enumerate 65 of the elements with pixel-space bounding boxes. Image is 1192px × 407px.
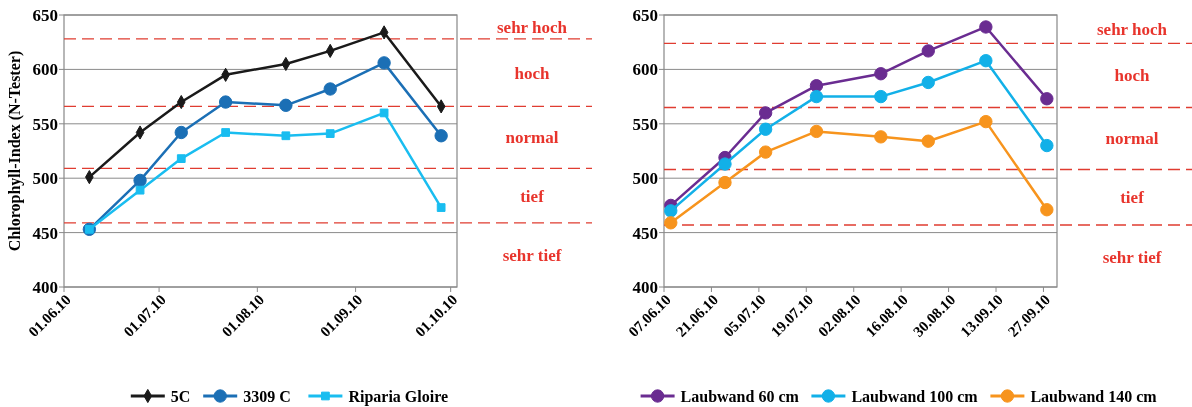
- y-tick-label: 450: [632, 223, 658, 243]
- legend-label: Riparia Gloire: [348, 387, 449, 406]
- point: [174, 125, 188, 140]
- point: [921, 75, 935, 90]
- point: [874, 67, 888, 81]
- y-tick-label: 550: [632, 114, 658, 134]
- text: hoch: [514, 63, 551, 83]
- point: [718, 157, 732, 171]
- point: [664, 216, 678, 230]
- point: [874, 89, 888, 104]
- point: [434, 129, 448, 143]
- y-tick-label: 450: [32, 223, 58, 243]
- text: normal: [505, 128, 559, 148]
- y-tick-label: 650: [632, 5, 658, 25]
- point: [281, 131, 291, 141]
- point: [1040, 92, 1054, 106]
- point: [921, 44, 935, 58]
- y-tick-label: 500: [632, 169, 658, 189]
- text: sehr hoch: [1096, 20, 1168, 40]
- point: [874, 130, 888, 144]
- point: [664, 204, 678, 218]
- point: [221, 128, 231, 137]
- point: [323, 82, 337, 96]
- y-tick-label: 600: [632, 60, 658, 80]
- legend-label: 3309 C: [243, 387, 291, 405]
- point: [133, 173, 147, 188]
- point: [758, 145, 773, 159]
- point: [176, 154, 186, 163]
- point: [325, 129, 335, 138]
- point: [979, 114, 993, 129]
- point: [377, 56, 391, 70]
- point: [921, 134, 935, 148]
- y-tick-label: 500: [32, 169, 58, 189]
- point: [1040, 138, 1054, 153]
- point: [809, 89, 824, 104]
- text: hoch: [1114, 66, 1151, 86]
- legend-label: Laubwand 100 cm: [851, 387, 979, 405]
- point: [758, 106, 773, 120]
- legend-label: 5C: [170, 387, 191, 405]
- y-axis-title: Chlorophyll-Index (N-Tester): [6, 50, 24, 252]
- point: [436, 203, 446, 212]
- y-tick-label: 400: [632, 277, 658, 297]
- text: sehr tief: [502, 245, 562, 265]
- point: [758, 122, 773, 136]
- point: [809, 79, 824, 93]
- legend-label: Laubwand 60 cm: [680, 387, 800, 405]
- point: [218, 95, 233, 109]
- point: [979, 54, 993, 68]
- text: tief: [520, 186, 545, 206]
- point: [379, 108, 389, 118]
- y-tick-label: 600: [32, 60, 58, 80]
- point: [1040, 203, 1054, 217]
- text: tief: [1120, 188, 1145, 208]
- legend-label: Laubwand 140 cm: [1030, 387, 1158, 405]
- point: [809, 124, 824, 139]
- point: [979, 20, 993, 34]
- point: [279, 98, 293, 112]
- y-tick-label: 550: [32, 114, 58, 134]
- text: normal: [1105, 129, 1159, 149]
- point: [135, 185, 145, 195]
- y-tick-label: 650: [32, 5, 58, 25]
- point: [718, 175, 732, 190]
- y-tick-label: 400: [32, 277, 58, 297]
- text: sehr tief: [1102, 247, 1162, 267]
- text: sehr hoch: [496, 17, 568, 37]
